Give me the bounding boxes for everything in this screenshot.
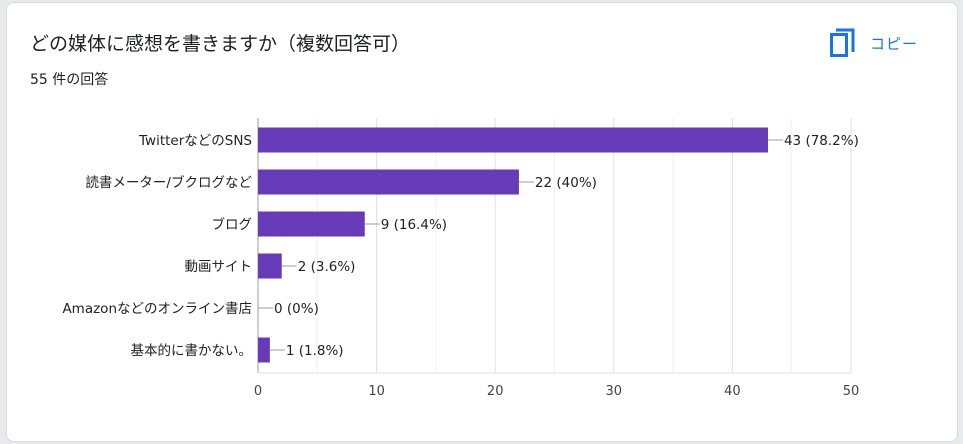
- copy-icon: [830, 28, 856, 58]
- category-label: ブログ: [212, 216, 253, 233]
- bar: [258, 169, 519, 195]
- data-label: 9 (16.4%): [381, 217, 447, 233]
- x-tick-label: 10: [368, 384, 385, 399]
- copy-label: コピー: [870, 34, 919, 53]
- x-tick-label: 20: [487, 384, 504, 399]
- bar: [258, 253, 282, 279]
- x-tick-label: 0: [254, 384, 262, 399]
- x-tick-label: 30: [606, 384, 623, 399]
- response-count: 55 件の回答: [30, 72, 109, 88]
- data-label: 0 (0%): [274, 301, 319, 317]
- chart-card: どの媒体に感想を書きますか（複数回答可） 55 件の回答 コピー: [6, 2, 958, 442]
- category-label: 読書メーター/ブクログなど: [85, 174, 252, 191]
- bar: [258, 127, 768, 153]
- x-tick-label: 50: [843, 384, 860, 399]
- data-label: 22 (40%): [535, 175, 597, 191]
- category-label: 基本的に書かない。: [131, 342, 253, 359]
- data-label: 2 (3.6%): [298, 259, 356, 275]
- question-title: どの媒体に感想を書きますか（複数回答可）: [30, 33, 411, 55]
- data-label: 1 (1.8%): [286, 343, 344, 359]
- copy-button[interactable]: コピー: [830, 27, 918, 59]
- category-label: TwitterなどのSNS: [138, 133, 252, 149]
- bar: [258, 211, 365, 237]
- bar: [258, 337, 270, 363]
- category-label: 動画サイト: [185, 259, 253, 275]
- x-tick-label: 40: [724, 384, 741, 399]
- category-label: Amazonなどのオンライン書店: [62, 301, 252, 317]
- data-label: 43 (78.2%): [784, 133, 859, 149]
